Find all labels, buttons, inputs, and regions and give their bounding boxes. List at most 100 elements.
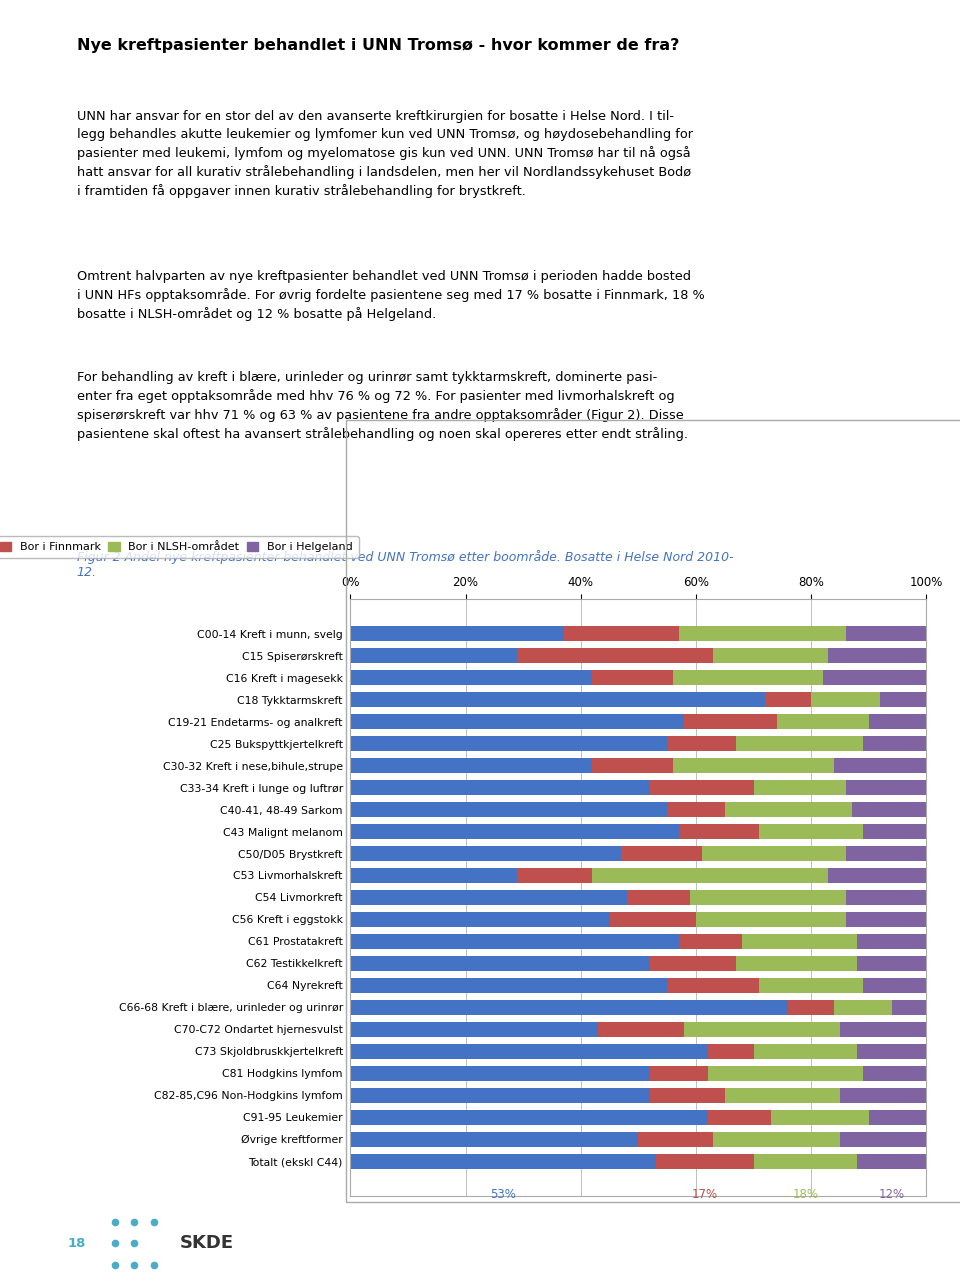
Text: Nye kreftpasienter behandlet i UNN Tromsø - hvor kommer de fra?: Nye kreftpasienter behandlet i UNN Troms…	[77, 38, 679, 54]
Bar	[350, 758, 592, 774]
Text: Figur 2 Andel nye kreftpasienter behandlet ved UNN Tromsø etter boområde. Bosatt: Figur 2 Andel nye kreftpasienter behandl…	[77, 549, 733, 579]
Bar	[667, 736, 736, 751]
Bar	[350, 736, 667, 751]
Bar	[811, 693, 880, 707]
Bar	[863, 1066, 926, 1080]
Bar	[777, 715, 869, 729]
Bar	[592, 670, 673, 685]
Bar	[690, 890, 846, 905]
Text: 17%: 17%	[691, 1188, 718, 1201]
Bar	[863, 978, 926, 993]
Bar	[754, 1044, 857, 1058]
Bar	[350, 802, 667, 817]
Bar	[736, 736, 863, 751]
Legend: Bor i UNN-området, Bor i Finnmark, Bor i NLSH-området, Bor i Helgeland: Bor i UNN-området, Bor i Finnmark, Bor i…	[0, 536, 358, 558]
Bar	[840, 1088, 926, 1102]
Bar	[708, 1066, 863, 1080]
Text: 18: 18	[67, 1237, 85, 1250]
Bar	[857, 1044, 926, 1058]
Bar	[350, 934, 679, 949]
Bar	[725, 1088, 840, 1102]
Text: 18%: 18%	[792, 1188, 819, 1201]
Bar	[765, 693, 811, 707]
Bar	[679, 934, 742, 949]
Bar	[828, 869, 926, 883]
Bar	[857, 934, 926, 949]
Bar	[350, 824, 679, 839]
Bar	[350, 693, 765, 707]
Bar	[679, 824, 759, 839]
Text: Omtrent halvparten av nye kreftpasienter behandlet ved UNN Tromsø i perioden had: Omtrent halvparten av nye kreftpasienter…	[77, 271, 705, 321]
Bar	[679, 626, 846, 642]
Bar	[350, 626, 564, 642]
Bar	[350, 1153, 656, 1169]
Bar	[834, 758, 926, 774]
Bar	[725, 802, 852, 817]
Bar	[350, 912, 610, 926]
Bar	[846, 890, 926, 905]
Bar	[517, 869, 592, 883]
Bar	[667, 802, 725, 817]
Bar	[350, 670, 592, 685]
Bar	[713, 648, 828, 663]
Bar	[857, 1153, 926, 1169]
Bar	[857, 956, 926, 971]
Bar	[840, 1021, 926, 1037]
Bar	[350, 1021, 598, 1037]
Bar	[869, 1110, 926, 1125]
Bar	[823, 670, 926, 685]
Bar	[846, 780, 926, 795]
Bar	[696, 912, 846, 926]
Bar	[610, 912, 696, 926]
Bar	[564, 626, 679, 642]
Bar	[788, 999, 834, 1015]
Bar	[517, 648, 713, 663]
Bar	[834, 999, 892, 1015]
Bar	[759, 978, 863, 993]
Bar	[350, 715, 684, 729]
Bar	[350, 780, 650, 795]
Bar	[863, 736, 926, 751]
Bar	[350, 1110, 708, 1125]
Bar	[846, 912, 926, 926]
Bar	[708, 1110, 771, 1125]
Bar	[852, 802, 926, 817]
Bar	[684, 1021, 840, 1037]
Bar	[350, 890, 627, 905]
Bar	[759, 824, 863, 839]
Bar	[350, 1132, 638, 1147]
Bar	[754, 1153, 857, 1169]
Bar	[828, 648, 926, 663]
Bar	[350, 1066, 650, 1080]
Bar	[892, 999, 926, 1015]
Bar	[350, 956, 650, 971]
Bar	[627, 890, 690, 905]
Text: 12%: 12%	[878, 1188, 905, 1201]
Bar	[846, 845, 926, 861]
Bar	[846, 626, 926, 642]
Bar	[673, 758, 834, 774]
Bar	[350, 999, 788, 1015]
Bar	[350, 869, 517, 883]
Text: For behandling av kreft i blære, urinleder og urinrør samt tykktarmskreft, domin: For behandling av kreft i blære, urinled…	[77, 371, 687, 441]
Bar	[350, 648, 517, 663]
Bar	[350, 1088, 650, 1102]
Bar	[592, 869, 828, 883]
Text: 53%: 53%	[491, 1188, 516, 1201]
Bar	[754, 780, 846, 795]
Bar	[656, 1153, 754, 1169]
Bar	[598, 1021, 684, 1037]
Bar	[742, 934, 857, 949]
Bar	[650, 956, 736, 971]
Bar	[350, 845, 621, 861]
Bar	[708, 1044, 754, 1058]
Bar	[650, 780, 754, 795]
Bar	[702, 845, 846, 861]
Bar	[650, 1088, 725, 1102]
Bar	[592, 758, 673, 774]
Bar	[621, 845, 702, 861]
Bar	[869, 715, 926, 729]
Bar	[840, 1132, 926, 1147]
Bar	[863, 824, 926, 839]
Text: SKDE: SKDE	[180, 1234, 233, 1252]
